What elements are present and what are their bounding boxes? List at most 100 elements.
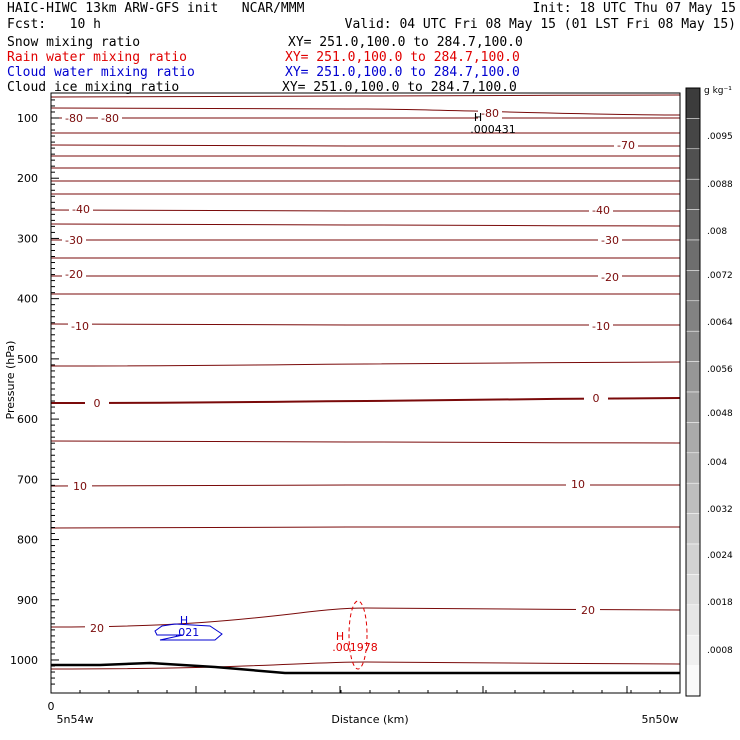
colorbar-segment [685, 513, 701, 545]
colorbar-segment [685, 330, 701, 362]
colorbar-segment [685, 422, 701, 454]
colorbar: g kg⁻¹ .0095 .0088 .008 .0072 .0064 .0056 .0048… [685, 86, 733, 697]
maximum-mark: H [180, 614, 188, 627]
temperature-label: -20 [65, 268, 83, 281]
temperature-label-bg [576, 605, 600, 617]
temperature-label: 0 [593, 392, 600, 405]
temperature-label: -10 [71, 320, 89, 333]
colorbar-label: .008 [707, 227, 727, 237]
maximum-value: .021 [175, 626, 200, 639]
temperature-label: -80 [65, 112, 83, 125]
terrain-line [51, 661, 680, 675]
temperature-label-bg [566, 479, 590, 491]
temperature-label: 10 [571, 478, 585, 491]
temperature-contour [50, 107, 681, 116]
colorbar-frame [685, 87, 701, 697]
terrain-line [51, 661, 680, 675]
field-xy-snow: XY= 251.0,100.0 to 284.7,100.0 [288, 35, 523, 50]
temperature-labels: -80 -80 -80 -70 -40 -40 -30 -30 -20 -20 -10 -10 0 0 10… [62, 107, 638, 635]
y-tick-label: 200 [17, 172, 38, 185]
colorbar-segment [685, 391, 701, 423]
x-axis-label: Distance (km) [331, 713, 408, 726]
colorbar-segment [685, 239, 701, 271]
colorbar-segment [685, 209, 701, 241]
x-right-label: 5n50w [642, 713, 679, 726]
temperature-contour [50, 661, 681, 670]
temperature-label: -30 [601, 234, 619, 247]
maximum-value: .000431 [470, 123, 516, 136]
field-name-cloud-ice: Cloud ice mixing ratio [7, 80, 180, 95]
colorbar-label: .004 [707, 458, 727, 468]
colorbar-segment [685, 543, 701, 575]
header-line1-left: HAIC-HIWC 13km ARW-GFS init NCAR/MMM [7, 1, 305, 16]
temperature-label: -10 [592, 320, 610, 333]
cloud-water-contour [154, 623, 223, 641]
colorbar-segment [685, 574, 701, 606]
field-name-cloud-water: Cloud water mixing ratio [7, 65, 195, 80]
colorbar-label: .0018 [707, 598, 733, 608]
temperature-label: 10 [73, 480, 87, 493]
temperature-contour [50, 397, 681, 404]
y-tick-label: 100 [17, 112, 38, 125]
maximum-mark: H [336, 630, 344, 643]
temperature-label: -70 [617, 139, 635, 152]
colorbar-label: .0064 [707, 318, 733, 328]
temperature-label-bg [478, 108, 502, 120]
colorbar-segment [685, 178, 701, 210]
temperature-label-bg [589, 321, 613, 333]
header-init: Init: 18 UTC Thu 07 May 15 [532, 1, 737, 16]
temperature-contour [50, 440, 681, 444]
y-tick-label: 400 [17, 293, 38, 306]
colorbar-label: .0095 [707, 132, 733, 142]
colorbar-label: .0072 [707, 271, 733, 281]
temperature-label-bg [85, 623, 109, 635]
temperature-label: -80 [101, 112, 119, 125]
temperature-label: 0 [94, 397, 101, 410]
temperature-label-bg [69, 204, 93, 216]
temperature-label: 20 [581, 604, 595, 617]
temperature-label: -40 [592, 204, 610, 217]
colorbar-segment [685, 87, 701, 119]
field-name-snow: Snow mixing ratio [7, 35, 141, 50]
temperature-label-bg [68, 481, 92, 493]
colorbar-label: .0024 [707, 551, 733, 561]
temperature-contour [50, 607, 681, 628]
y-tick-label: 700 [17, 473, 38, 486]
colorbar-segment [685, 270, 701, 302]
plot-frame [50, 92, 681, 694]
colorbar-segment [685, 361, 701, 393]
header-fcst: Fcst: 10 h [7, 17, 101, 32]
colorbar-label: .0056 [707, 365, 733, 375]
temperature-label-bg [589, 205, 613, 217]
field-xy-rain: XY= 251.0,100.0 to 284.7,100.0 [285, 50, 520, 65]
y-axis-label: Pressure (hPa) [4, 341, 17, 420]
field-xy-cloud-water: XY= 251.0,100.0 to 284.7,100.0 [285, 65, 520, 80]
y-tick-label: 800 [17, 534, 38, 547]
temperature-contour [50, 361, 681, 367]
temperature-label-bg [598, 235, 622, 247]
colorbar-label: .0008 [707, 646, 733, 656]
maximum-mark: H [474, 111, 482, 124]
colorbar-segment [685, 482, 701, 514]
colorbar-label: .0048 [707, 409, 733, 419]
temperature-contour [50, 323, 680, 326]
colorbar-label: .0088 [707, 180, 733, 190]
temperature-contour [50, 144, 680, 147]
temperature-label-bg [62, 235, 86, 247]
colorbar-segment [685, 665, 701, 697]
y-tick-label: 500 [17, 353, 38, 366]
temperature-label: -80 [481, 107, 499, 120]
temperature-contour [50, 94, 681, 98]
temperature-label-bg [68, 321, 92, 333]
colorbar-segment [685, 452, 701, 484]
x-start-label: 0 [48, 700, 55, 713]
temperature-contour [50, 209, 680, 212]
colorbar-segment [685, 604, 701, 636]
y-axis: Pressure (hPa) 100 200 300 400 500 600 700 800 90… [4, 99, 59, 685]
temperature-label-bg [614, 140, 638, 152]
temperature-label: -40 [72, 203, 90, 216]
temperature-contour [50, 223, 681, 227]
header-valid: Valid: 04 UTC Fri 08 May 15 (01 LST Fri … [344, 17, 736, 32]
